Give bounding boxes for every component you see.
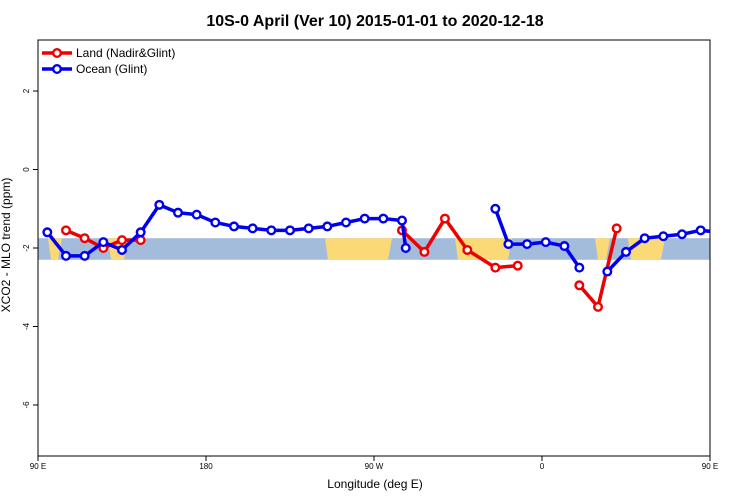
data-point xyxy=(378,213,389,224)
x-tick-label: 0 xyxy=(540,462,545,471)
data-point xyxy=(734,252,742,260)
data-point xyxy=(322,221,333,232)
x-axis-title: Longitude (deg E) xyxy=(327,477,422,491)
data-point xyxy=(503,239,514,250)
series-ocean xyxy=(42,199,742,277)
data-point xyxy=(42,227,53,238)
legend: Land (Nadir&Glint) Ocean (Glint) xyxy=(42,46,175,76)
legend-item: Land (Nadir&Glint) xyxy=(42,46,175,60)
data-point xyxy=(400,242,411,253)
data-point xyxy=(247,223,258,234)
data-point xyxy=(359,213,370,224)
data-point xyxy=(303,223,314,234)
data-point xyxy=(135,227,146,238)
data-point xyxy=(135,235,146,246)
legend-label: Land (Nadir&Glint) xyxy=(76,46,175,60)
x-tick-label: 90 W xyxy=(365,462,384,471)
chart-title: 10S-0 April (Ver 10) 2015-01-01 to 2020-… xyxy=(206,13,543,30)
y-tick-label: -2 xyxy=(22,244,31,252)
data-point xyxy=(695,225,706,236)
data-point xyxy=(61,225,72,236)
series-land xyxy=(61,213,750,312)
data-point xyxy=(266,225,277,236)
data-point xyxy=(116,235,127,246)
series-line xyxy=(606,228,710,273)
data-point xyxy=(419,246,430,257)
legend-item: Ocean (Glint) xyxy=(42,62,147,76)
y-tick-label: 2 xyxy=(22,88,31,93)
data-point xyxy=(621,246,632,257)
data-point xyxy=(285,225,296,236)
legend-label: Ocean (Glint) xyxy=(76,62,147,76)
data-point xyxy=(439,213,450,224)
series-line xyxy=(719,230,750,248)
data-point xyxy=(602,266,613,277)
data-point xyxy=(658,231,669,242)
x-tick-label: 90 E xyxy=(30,462,46,471)
data-point xyxy=(191,209,202,220)
series-layer xyxy=(42,199,750,312)
y-axis: 2 0 -2 -4 -6 xyxy=(22,88,38,409)
data-point xyxy=(716,227,724,235)
data-point xyxy=(341,217,352,228)
data-point xyxy=(98,237,109,248)
data-point xyxy=(593,301,604,312)
data-point xyxy=(677,229,688,240)
data-point xyxy=(397,215,408,226)
x-tick-label: 180 xyxy=(199,462,213,471)
band-land xyxy=(325,238,392,260)
data-point xyxy=(79,250,90,261)
data-point xyxy=(734,234,742,242)
data-point xyxy=(154,199,165,210)
data-point xyxy=(462,244,473,255)
data-point xyxy=(716,229,724,237)
data-point xyxy=(490,262,501,273)
legend-marker xyxy=(52,63,63,74)
data-point xyxy=(574,280,585,291)
data-point xyxy=(512,260,523,271)
data-point xyxy=(79,233,90,244)
band-land xyxy=(595,238,610,260)
x-tick-label: 90 E xyxy=(702,462,718,471)
data-point xyxy=(172,207,183,218)
data-point xyxy=(210,217,221,228)
data-point xyxy=(611,223,622,234)
y-tick-label: -6 xyxy=(22,401,31,409)
data-point xyxy=(540,237,551,248)
data-point xyxy=(116,244,127,255)
x-axis: 90 E 180 90 W 0 90 E xyxy=(30,456,718,471)
legend-marker xyxy=(52,48,63,59)
data-point xyxy=(639,233,650,244)
y-axis-title: XCO2 - MLO trend (ppm) xyxy=(0,178,13,313)
data-point xyxy=(559,241,570,252)
data-point xyxy=(522,239,533,250)
data-point xyxy=(490,203,501,214)
y-tick-label: -4 xyxy=(22,322,31,330)
y-tick-label: 0 xyxy=(22,167,31,172)
data-point xyxy=(61,250,72,261)
data-point xyxy=(228,221,239,232)
data-point xyxy=(574,262,585,273)
